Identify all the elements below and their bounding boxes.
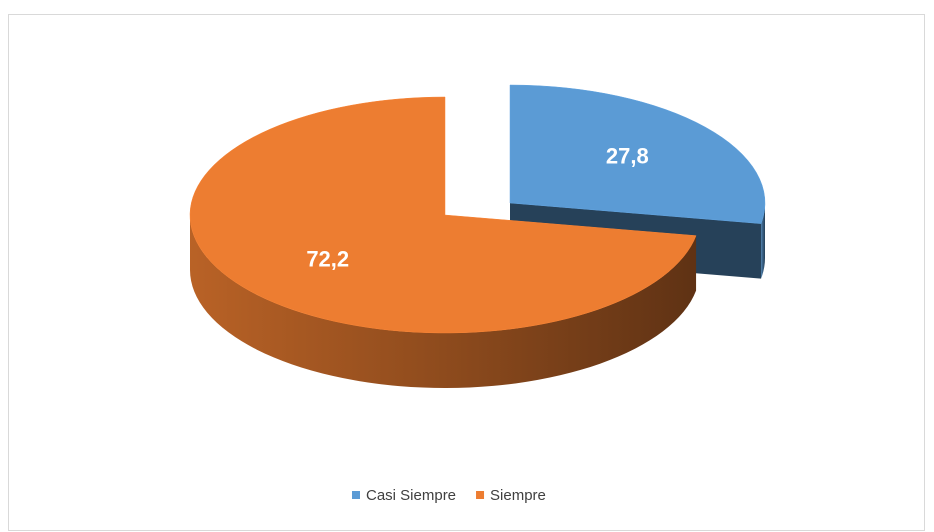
slice-wall — [190, 215, 697, 388]
legend-label: Casi Siempre — [366, 487, 456, 504]
legend-label: Siempre — [490, 487, 546, 504]
slice-wall — [761, 203, 765, 279]
value-label: 72,2 — [306, 246, 349, 271]
legend-swatch — [476, 491, 485, 499]
value-label: 27,8 — [606, 143, 649, 168]
slice — [509, 84, 766, 224]
slice — [189, 96, 697, 334]
legend-swatch — [352, 491, 360, 499]
